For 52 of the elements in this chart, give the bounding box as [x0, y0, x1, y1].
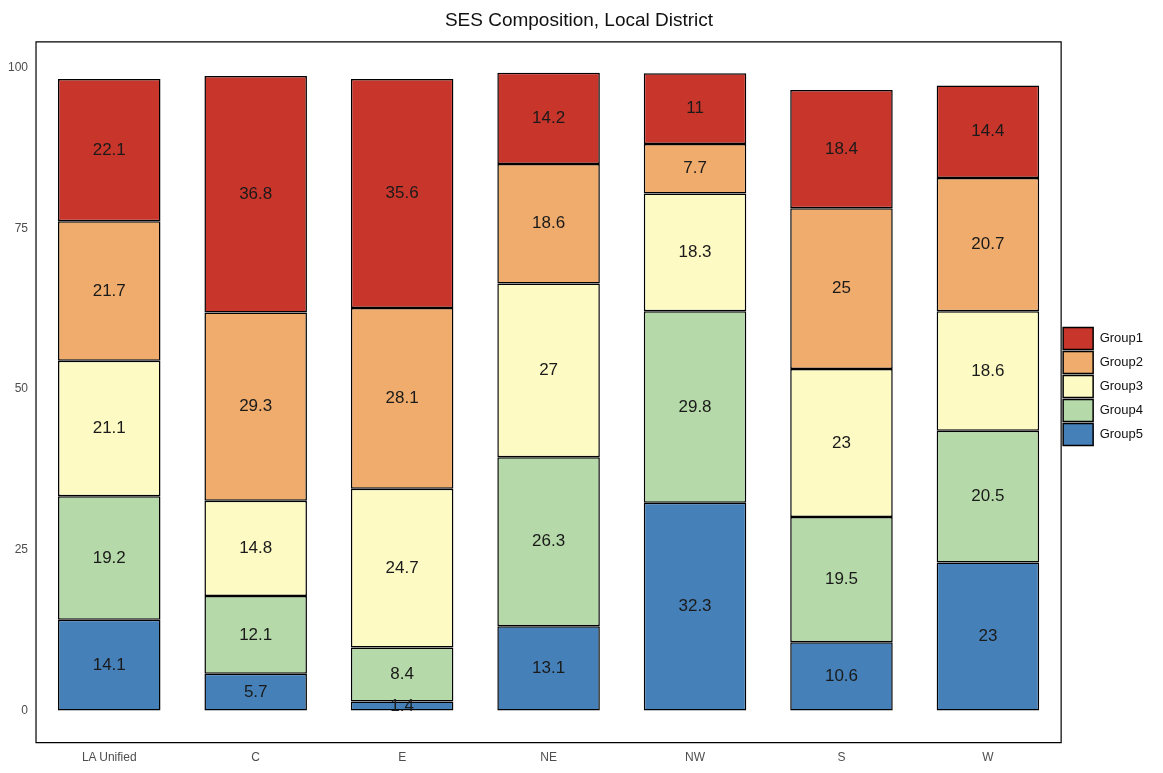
legend-label: Group1 — [1099, 330, 1144, 346]
data-label: 28.1 — [385, 388, 419, 407]
x-tick-label: W — [982, 750, 995, 765]
chart-title: SES Composition, Local District — [444, 8, 714, 30]
data-label: 12.1 — [239, 624, 273, 644]
data-label: 20.5 — [971, 486, 1005, 506]
data-label: 11 — [686, 98, 704, 118]
x-tick-label: S — [837, 750, 846, 765]
data-label: 8.4 — [390, 664, 414, 684]
data-label: 32.3 — [678, 596, 712, 616]
x-tick-label: E — [398, 750, 407, 765]
data-label: 18.3 — [678, 242, 712, 262]
y-tick-label: 25 — [14, 542, 29, 557]
legend-label: Group4 — [1099, 402, 1144, 418]
data-label: 18.6 — [532, 213, 566, 233]
x-tick-label: NE — [540, 750, 557, 765]
data-label: 21.7 — [92, 280, 126, 300]
data-label: 14.1 — [92, 654, 126, 674]
data-label: 14.8 — [239, 538, 273, 558]
data-label: 23 — [832, 432, 851, 452]
y-tick-label: 75 — [14, 220, 29, 235]
data-label: 22.1 — [92, 139, 126, 159]
data-label: 26.3 — [532, 531, 566, 551]
data-label: 35.6 — [385, 183, 419, 203]
data-label: 7.7 — [683, 158, 707, 178]
data-label: 24.7 — [385, 557, 419, 577]
data-label: 29.3 — [239, 396, 273, 416]
data-label: 14.2 — [532, 108, 566, 127]
y-tick-label: 0 — [21, 702, 29, 717]
data-label: 25 — [832, 278, 851, 298]
legend-label: Group5 — [1099, 426, 1144, 442]
x-tick-label: C — [251, 750, 261, 765]
data-label: 13.1 — [532, 658, 566, 678]
data-label: 36.8 — [239, 183, 273, 203]
legend-label: Group3 — [1099, 378, 1144, 394]
data-label: 21.1 — [92, 418, 126, 438]
data-label: 18.4 — [824, 138, 859, 158]
data-label: 19.5 — [824, 569, 859, 589]
data-label: 27 — [539, 360, 559, 380]
data-label: 18.6 — [971, 360, 1005, 380]
data-label: 10.6 — [824, 666, 859, 686]
data-label: 14.4 — [971, 121, 1005, 141]
x-tick-label: NW — [685, 750, 706, 765]
data-label: 23 — [978, 626, 998, 646]
x-tick-label: LA Unified — [81, 750, 137, 765]
data-label: 29.8 — [678, 396, 712, 416]
data-label: 5.7 — [243, 681, 268, 701]
data-label: 20.7 — [971, 234, 1005, 254]
data-label: 19.2 — [92, 547, 126, 567]
y-tick-label: 50 — [14, 381, 29, 396]
legend-label: Group2 — [1099, 354, 1144, 370]
y-tick-label: 100 — [7, 59, 29, 74]
